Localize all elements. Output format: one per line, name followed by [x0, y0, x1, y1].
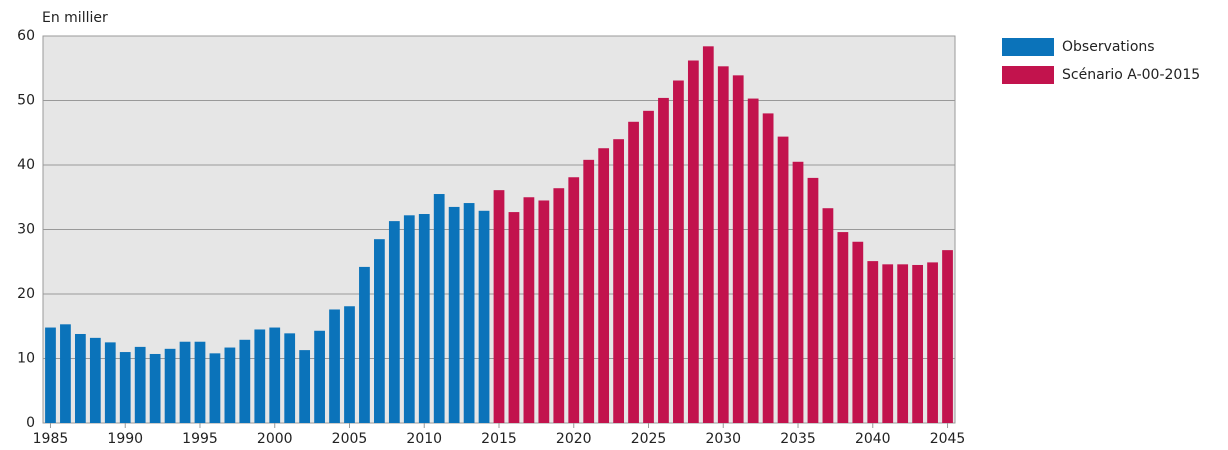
bar — [329, 309, 340, 423]
bar — [822, 208, 834, 423]
bar — [104, 342, 116, 423]
bar — [433, 194, 445, 423]
bar — [388, 221, 400, 423]
bar — [493, 190, 505, 423]
y-tick-label: 10 — [17, 351, 35, 367]
x-tick-label: 2045 — [930, 431, 966, 447]
bar — [194, 341, 206, 423]
bar — [762, 113, 774, 424]
bar — [344, 306, 355, 423]
bar — [927, 262, 938, 423]
bar — [448, 206, 460, 423]
bar — [777, 136, 789, 423]
bar — [74, 333, 86, 423]
legend-label: Scénario A-00-2015 — [1062, 67, 1200, 83]
bar — [209, 353, 221, 423]
y-tick-label: 60 — [17, 28, 35, 44]
bar — [538, 200, 550, 423]
bar — [374, 239, 385, 423]
x-tick-label: 2010 — [406, 431, 442, 447]
bar — [119, 352, 131, 423]
y-tick-label: 30 — [17, 222, 35, 238]
bar — [523, 197, 535, 423]
bar — [717, 66, 729, 423]
legend-swatch — [1002, 66, 1054, 84]
x-tick-label: 1990 — [107, 431, 143, 447]
bar — [224, 347, 236, 423]
legend-swatch — [1002, 38, 1054, 56]
bar — [254, 329, 266, 423]
bar — [568, 177, 580, 423]
bar — [478, 210, 490, 423]
bar — [403, 215, 415, 423]
bar — [45, 327, 56, 423]
bar — [807, 177, 819, 423]
bar — [867, 261, 879, 423]
bar — [359, 266, 370, 423]
x-tick-label: 2005 — [332, 431, 368, 447]
x-tick-label: 1995 — [182, 431, 218, 447]
x-tick-label: 2030 — [705, 431, 741, 447]
bar — [732, 75, 744, 423]
x-tick-label: 2015 — [481, 431, 517, 447]
bar — [912, 264, 924, 423]
bar — [508, 212, 520, 423]
bar — [299, 350, 311, 423]
bar — [628, 121, 639, 423]
bar — [598, 148, 610, 424]
bar — [687, 60, 699, 423]
bar — [239, 339, 251, 423]
bar — [314, 330, 325, 423]
bar — [269, 327, 281, 423]
bar — [942, 250, 953, 423]
bar — [418, 214, 430, 423]
x-tick-label: 1985 — [33, 431, 69, 447]
y-axis-label: En millier — [42, 10, 108, 26]
bar — [463, 203, 475, 423]
bar — [897, 264, 909, 423]
bar — [658, 97, 669, 424]
bar — [702, 46, 714, 423]
legend-label: Observations — [1062, 39, 1155, 55]
x-tick-label: 2025 — [631, 431, 667, 447]
bar — [89, 337, 101, 423]
x-tick-label: 2020 — [556, 431, 592, 447]
bar — [613, 139, 624, 423]
y-tick-label: 50 — [17, 93, 35, 109]
bar — [852, 241, 864, 423]
bar — [643, 110, 654, 423]
y-tick-label: 40 — [17, 157, 35, 173]
bar — [60, 324, 71, 423]
bar — [583, 159, 595, 423]
bar — [164, 348, 176, 423]
y-tick-label: 20 — [17, 286, 35, 302]
bar — [673, 80, 684, 423]
bar — [149, 353, 161, 423]
x-tick-label: 2035 — [780, 431, 816, 447]
bar — [882, 264, 894, 423]
x-tick-label: 2000 — [257, 431, 293, 447]
bar — [553, 188, 565, 423]
bar — [134, 346, 146, 423]
x-tick-label: 2040 — [855, 431, 891, 447]
bar — [747, 98, 759, 423]
y-tick-label: 0 — [26, 415, 35, 431]
bar — [837, 232, 849, 423]
bar — [179, 341, 191, 423]
bar — [284, 333, 296, 423]
bar — [792, 161, 804, 423]
